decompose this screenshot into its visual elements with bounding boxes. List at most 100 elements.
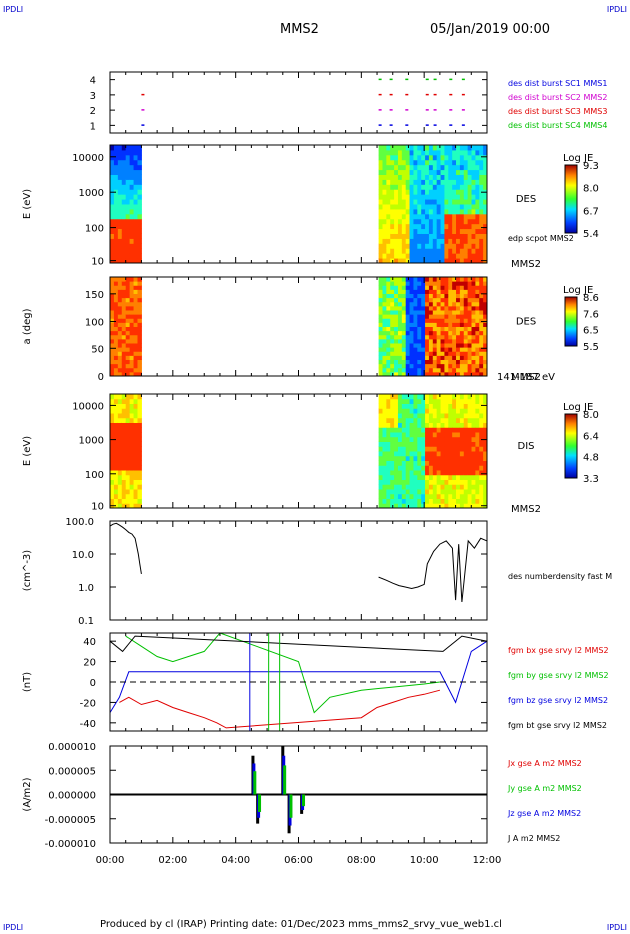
des-energy-cell [386, 159, 391, 166]
des-energy-cell [401, 164, 407, 171]
dis-energy-cell [432, 403, 438, 409]
dis-energy-cell [421, 398, 426, 404]
des-pitch-cell [421, 338, 426, 344]
dis-energy-cell [110, 465, 115, 471]
des-pitch-cell [117, 351, 123, 356]
des-pitch-cell [113, 326, 119, 332]
des-pitch-cell [117, 310, 123, 315]
dis-energy-cell [125, 422, 131, 428]
dis-energy-cell [110, 489, 115, 495]
des-energy-cell [394, 169, 399, 175]
dis-energy-cell [444, 460, 449, 466]
des-pitch-cell [428, 359, 434, 365]
density-legend: des numberdensity fast M [508, 572, 612, 581]
des-energy-cell [394, 233, 399, 239]
des-energy-cell [432, 248, 438, 254]
des-energy-cell [394, 204, 399, 210]
des-pitch-cell [471, 367, 476, 373]
dis-energy-cell [382, 484, 387, 490]
dis-energy-cell [129, 479, 135, 485]
des-pitch-cell [452, 338, 457, 344]
dis-energy-cell [401, 436, 407, 442]
des-energy-cell [401, 154, 407, 161]
dis-energy-cell [432, 465, 438, 471]
des-pitch-cell [125, 310, 131, 315]
des-energy-cell [397, 258, 403, 264]
dis-energy-cell [113, 460, 119, 466]
des-energy-cell [137, 184, 142, 190]
dis-energy-cell [428, 413, 434, 419]
dis-energy-cell [382, 422, 387, 428]
des-pitch-cell [390, 330, 395, 336]
dis-energy-cell [444, 451, 449, 457]
des-pitch-cell [417, 351, 422, 356]
des-energy-cell [125, 145, 131, 151]
des-energy-cell [378, 189, 383, 195]
dis-energy-cell [390, 479, 395, 485]
des-energy-cell [386, 189, 391, 195]
des-pitch-cell [467, 285, 473, 290]
dis-energy-cell [483, 465, 488, 471]
des-pitch-cell [133, 277, 138, 282]
dis-energy-cell [436, 417, 442, 423]
des-pitch-cell [459, 355, 465, 360]
des-pitch-cell [475, 310, 480, 315]
des-energy-cell [456, 189, 461, 195]
dis-energy-cell [382, 479, 387, 485]
des-energy-cell [475, 223, 480, 230]
des-energy-cell [428, 194, 434, 200]
dis-energy-cell [386, 436, 391, 442]
des-energy-cell [110, 169, 115, 175]
des-energy-cell [432, 184, 438, 190]
des-pitch-cell [117, 293, 123, 299]
des-pitch-cell [452, 310, 457, 315]
dis-energy-cell [475, 455, 480, 461]
des-pitch-cell [121, 347, 127, 352]
dis-energy-cell [121, 403, 127, 409]
des-energy-cell [110, 164, 115, 171]
des-pitch-cell [133, 318, 138, 323]
des-pitch-cell [390, 326, 395, 332]
des-energy-cell [432, 253, 438, 259]
des-energy-cell [117, 159, 123, 166]
dis-energy-cell [409, 460, 414, 466]
dis-energy-cell [425, 398, 430, 404]
des-pitch-cell [479, 322, 484, 327]
dis-energy-cell [432, 432, 438, 438]
des-pitch-cell [378, 363, 383, 369]
des-energy-colorbar-tick: 6.7 [583, 206, 599, 217]
des-energy-cell [432, 218, 438, 225]
des-energy-cell [137, 258, 142, 264]
des-energy-cell [452, 238, 457, 244]
des-energy-cell [421, 228, 426, 234]
des-energy-cell [463, 258, 469, 264]
des-energy-cell [121, 149, 127, 156]
des-energy-cell [456, 243, 461, 249]
des-energy-cell [463, 145, 469, 151]
des-pitch-cell [467, 330, 473, 336]
dis-energy-cell [117, 451, 123, 457]
des-pitch-cell [459, 338, 465, 344]
dis-energy-cell [417, 455, 422, 461]
dis-energy-cell [471, 470, 476, 476]
des-pitch-cell [452, 322, 457, 327]
des-energy-cell [483, 164, 488, 171]
des-pitch-cell [117, 297, 123, 303]
dis-energy-cell [448, 479, 453, 485]
des-energy-cell [456, 174, 461, 180]
des-pitch-cell [382, 277, 387, 282]
dis-energy-cell [467, 427, 473, 433]
des-energy-cell [113, 218, 119, 225]
des-pitch-cell [405, 293, 411, 299]
des-pitch-cell [409, 334, 414, 340]
des-energy-cell [110, 204, 115, 210]
des-pitch-cell [475, 355, 480, 360]
des-energy-cell [390, 223, 395, 230]
des-energy-cell [110, 208, 115, 215]
des-energy-cell [117, 194, 123, 200]
des-pitch-cell [110, 314, 115, 319]
des-pitch-cell [432, 322, 438, 327]
des-energy-cell [444, 243, 449, 249]
dis-energy-cell [413, 465, 418, 471]
des-pitch-cell [110, 371, 115, 377]
